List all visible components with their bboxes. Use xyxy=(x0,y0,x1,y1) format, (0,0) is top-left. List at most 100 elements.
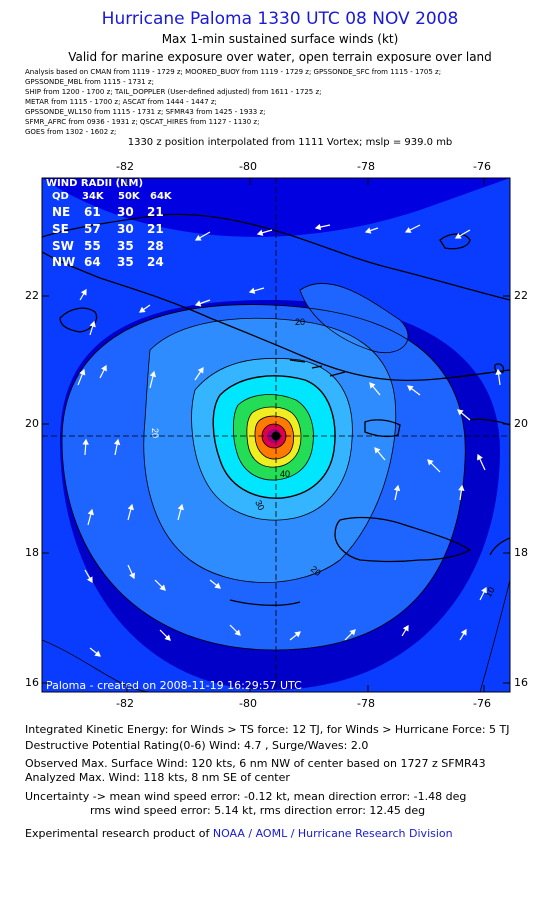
radii-34k: 64 xyxy=(84,255,101,269)
coastlines xyxy=(42,213,510,606)
lon-tick-label: -78 xyxy=(357,697,375,710)
lat-tick-label: 22 xyxy=(514,289,528,302)
radii-64k: 21 xyxy=(147,205,164,219)
radii-64k: 28 xyxy=(147,239,164,253)
wind-vector-head xyxy=(374,447,381,454)
wind-vector-head xyxy=(129,572,135,580)
wind-vector-head xyxy=(79,368,86,376)
contour-label: 30 xyxy=(253,499,266,512)
uncertainty-line-1: Uncertainty -> mean wind speed error: -0… xyxy=(25,790,467,803)
wind-vector-head xyxy=(349,629,356,636)
contour-label: 20 xyxy=(295,317,305,327)
lon-tick-label: -80 xyxy=(239,160,257,173)
analyzed-max-wind: Analyzed Max. Wind: 118 kts, 8 nm SE of … xyxy=(25,771,290,784)
wind-vector-head xyxy=(460,628,467,636)
wind-vector-head xyxy=(94,650,101,657)
lat-tick-label: 16 xyxy=(25,676,39,689)
wind-vector-head xyxy=(402,624,409,632)
lat-tick-label: 16 xyxy=(514,676,528,689)
data-sources: Analysis based on CMAN from 1119 - 1729 … xyxy=(25,67,441,137)
lon-tick-label: -78 xyxy=(357,160,375,173)
wind-vector-head xyxy=(234,629,241,636)
lat-tick-label: 18 xyxy=(25,546,39,559)
wind-vector-head xyxy=(248,287,256,294)
map-subtitle-2: Valid for marine exposure over water, op… xyxy=(68,50,492,64)
wind-vector-head xyxy=(113,438,121,446)
wind-vector-head xyxy=(214,582,221,589)
uncertainty-line-2: rms wind speed error: 5.14 kt, rms direc… xyxy=(90,804,426,817)
wind-vector-head xyxy=(164,634,171,641)
product-prefix: Experimental research product of xyxy=(25,827,213,840)
radii-header-50k: 50K xyxy=(118,191,141,202)
wind-vector-head xyxy=(457,409,464,416)
tick-marks xyxy=(42,178,510,692)
wind-radii-title: WIND RADII (NM) xyxy=(46,178,143,189)
lon-tick-label: -82 xyxy=(116,697,134,710)
wind-vector-head xyxy=(177,503,184,511)
map-credit: Paloma - created on 2008-11-19 16:29:57 … xyxy=(46,679,302,692)
wind-vector-head xyxy=(86,576,93,584)
radii-50k: 35 xyxy=(117,255,134,269)
ike-line: Integrated Kinetic Energy: for Winds > T… xyxy=(25,723,510,736)
lat-tick-label: 20 xyxy=(514,417,528,430)
lat-tick-label: 20 xyxy=(25,417,39,430)
source-line: SHIP from 1200 - 1700 z; TAIL_DOPPLER (U… xyxy=(25,88,322,96)
source-line: GPSSONDE_WL150 from 1115 - 1731 z; SFMR4… xyxy=(25,108,266,116)
radii-50k: 30 xyxy=(117,222,134,236)
wind-vector-head xyxy=(159,584,166,591)
wind-vector-head xyxy=(314,223,322,231)
radii-quadrant: SE xyxy=(52,222,69,236)
dpr-line: Destructive Potential Rating(0-6) Wind: … xyxy=(25,739,369,752)
radii-34k: 55 xyxy=(84,239,101,253)
product-organization-link[interactable]: NOAA / AOML / Hurricane Research Divisio… xyxy=(212,827,453,840)
lat-tick-label: 22 xyxy=(25,289,39,302)
wind-vector-head xyxy=(477,453,483,461)
wind-vector-head xyxy=(369,382,376,389)
source-line: METAR from 1115 - 1700 z; ASCAT from 144… xyxy=(25,98,217,106)
wind-vector-head xyxy=(80,288,87,296)
position-note: 1330 z position interpolated from 1111 V… xyxy=(127,137,453,148)
wind-vector-head xyxy=(127,503,134,511)
radii-34k: 61 xyxy=(84,205,101,219)
wind-vector-head xyxy=(495,368,502,375)
wind-radii-table: WIND RADII (NM) QD 34K 50K 64K NE 61 30 … xyxy=(46,178,173,269)
radii-34k: 57 xyxy=(84,222,101,236)
ocean-band-1 xyxy=(42,178,510,692)
lon-tick-label: -82 xyxy=(116,160,134,173)
wind-vector-head xyxy=(364,227,372,234)
wind-vector-head xyxy=(82,438,89,445)
wind-vector-head xyxy=(404,227,412,233)
radii-header-quadrant: QD xyxy=(52,191,69,202)
product-credit: Experimental research product of NOAA / … xyxy=(25,827,453,840)
map-frame xyxy=(41,177,511,693)
wind-vector-head xyxy=(138,306,146,313)
wind-vectors xyxy=(77,223,502,657)
contour-label: 20 xyxy=(309,564,323,578)
source-line: GOES from 1302 - 1602 z; xyxy=(25,128,117,136)
wind-vector-head xyxy=(89,320,96,328)
contour-label: 20 xyxy=(150,428,160,438)
wind-vector-head xyxy=(294,631,301,638)
map-subtitle: Max 1-min sustained surface winds (kt) xyxy=(161,32,399,46)
wind-vector-head xyxy=(101,364,107,372)
radii-quadrant: SW xyxy=(52,239,74,253)
lat-tick-label: 18 xyxy=(514,546,528,559)
wind-vector-head xyxy=(194,300,202,307)
observed-max-wind: Observed Max. Surface Wind: 120 kts, 6 n… xyxy=(25,757,486,770)
radii-50k: 35 xyxy=(117,239,134,253)
radii-quadrant: NW xyxy=(52,255,75,269)
wind-vector-head xyxy=(197,366,204,374)
wind-vector-head xyxy=(454,232,462,239)
wind-vector-head xyxy=(149,370,157,378)
source-line: Analysis based on CMAN from 1119 - 1729 … xyxy=(25,68,442,76)
source-line: SFMR_AFRC from 0936 - 1931 z; QSCAT_HIRE… xyxy=(25,118,260,126)
radii-64k: 24 xyxy=(147,255,164,269)
radii-64k: 21 xyxy=(147,222,164,236)
contour-label: 40 xyxy=(280,469,290,479)
radii-quadrant: NE xyxy=(52,205,70,219)
wind-vector-head xyxy=(458,484,465,492)
source-line: GPSSONDE_MBL from 1115 - 1731 z; xyxy=(25,78,154,86)
radii-header-64k: 64K xyxy=(150,191,173,202)
lon-tick-label: -80 xyxy=(239,697,257,710)
